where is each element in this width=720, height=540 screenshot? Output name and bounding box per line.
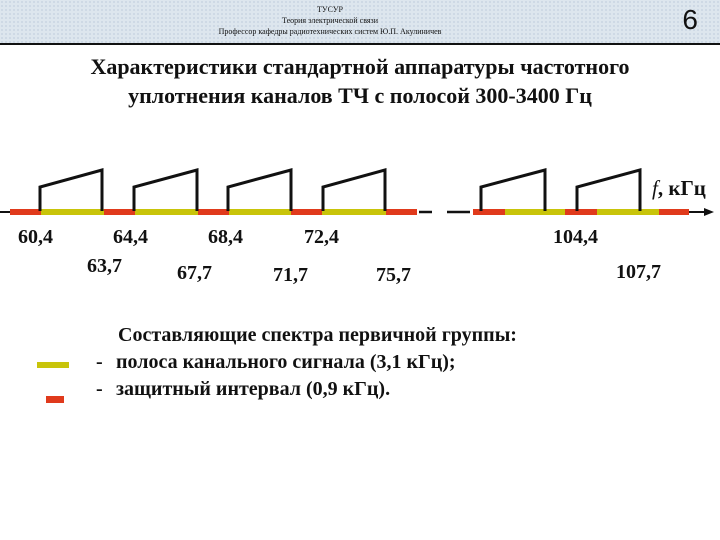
legend-text: защитный интервал (0,9 кГц).: [116, 378, 391, 400]
legend-swatch-guard: [46, 396, 64, 403]
guard-interval: [659, 209, 689, 215]
spectrum-bands: [10, 209, 689, 215]
guard-interval: [473, 209, 505, 215]
header-divider: [0, 43, 720, 45]
freq-label: 67,7: [177, 262, 212, 284]
freq-label: 68,4: [208, 226, 243, 248]
freq-label: 64,4: [113, 226, 148, 248]
header-org: ТУСУР: [317, 5, 343, 14]
freq-label: 75,7: [376, 264, 411, 286]
legend-swatch-signal: [37, 362, 69, 368]
freq-label: 104,4: [553, 226, 598, 248]
frequency-axis-label: f, кГц: [652, 176, 706, 201]
signal-band: [135, 209, 198, 215]
channel-shape: [575, 168, 642, 211]
freq-label: 72,4: [304, 226, 339, 248]
signal-band: [505, 209, 565, 215]
slide-title: Характеристики стандартной аппаратуры ча…: [0, 52, 720, 110]
slide-header: ТУСУР Теория электрической связи Професс…: [0, 0, 720, 43]
spectrum-diagram: [0, 168, 714, 216]
slide-number: 6: [682, 4, 698, 35]
freq-label: 63,7: [87, 255, 122, 277]
legend: Составляющие спектра первичной группы: -…: [96, 322, 517, 403]
signal-band: [41, 209, 104, 215]
axis-unit: , кГц: [657, 176, 706, 200]
header-author: Профессор кафедры радиотехнических систе…: [218, 27, 442, 36]
header-text: ТУСУР Теория электрической связи Професс…: [150, 4, 510, 37]
channel-shape: [38, 168, 104, 211]
guard-interval: [10, 209, 41, 215]
signal-band: [229, 209, 291, 215]
channel-spectra: [38, 168, 642, 211]
legend-dash: -: [96, 378, 103, 400]
title-line-1: Характеристики стандартной аппаратуры ча…: [90, 54, 630, 79]
title-line-2: уплотнения каналов ТЧ с полосой 300-3400…: [128, 83, 592, 108]
signal-band: [322, 209, 386, 215]
freq-label: 107,7: [616, 261, 661, 283]
channel-shape: [479, 168, 547, 211]
signal-band: [597, 209, 659, 215]
axis-arrow-icon: [704, 208, 714, 216]
freq-label: 60,4: [18, 226, 53, 248]
axis-var: f: [652, 176, 658, 200]
legend-item-guard: - защитный интервал (0,9 кГц).: [96, 376, 517, 403]
channel-shape: [321, 168, 387, 211]
guard-interval: [386, 209, 417, 215]
header-course: Теория электрической связи: [281, 16, 378, 25]
channel-shape: [226, 168, 293, 211]
legend-dash: -: [96, 351, 103, 373]
guard-interval: [104, 209, 135, 215]
guard-interval: [565, 209, 597, 215]
freq-label: 71,7: [273, 264, 308, 286]
channel-shape: [132, 168, 199, 211]
guard-interval: [198, 209, 229, 215]
guard-interval: [291, 209, 322, 215]
legend-item-signal: - полоса канального сигнала (3,1 кГц);: [96, 349, 517, 376]
legend-title: Составляющие спектра первичной группы:: [118, 324, 517, 346]
legend-text: полоса канального сигнала (3,1 кГц);: [116, 351, 456, 373]
